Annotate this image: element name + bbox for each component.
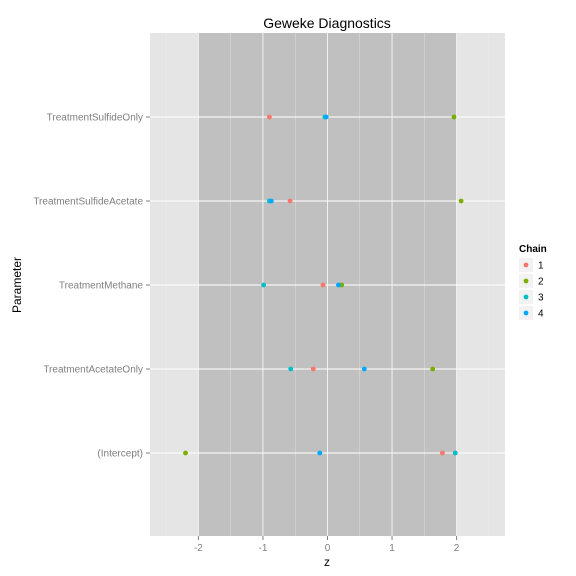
x-tick-label: 2 <box>454 543 460 554</box>
data-point-chain-2 <box>458 198 464 204</box>
legend: Chain 1 2 3 4 <box>519 244 547 320</box>
data-point-chain-1 <box>320 282 326 288</box>
data-point-chain-2 <box>451 114 457 120</box>
y-axis-label: Parameter <box>10 257 24 313</box>
ticks-layer: -2 -1 0 1 2 (Intercept) TreatmentAcetateOnly Tr… <box>33 113 459 555</box>
x-tick-label: 0 <box>325 543 331 554</box>
chart-title: Geweke Diagnostics <box>263 15 391 31</box>
data-point-chain-4 <box>268 198 274 204</box>
legend-key-chain-2 <box>523 278 529 284</box>
legend-label-chain-3: 3 <box>538 293 544 304</box>
x-tick-label: 1 <box>389 543 395 554</box>
legend-key-chain-1 <box>523 262 529 268</box>
legend-key-chain-4 <box>523 310 529 316</box>
legend-key-chain-3 <box>523 294 529 300</box>
y-tick-label: (Intercept) <box>97 449 143 460</box>
data-point-chain-2 <box>183 450 188 456</box>
legend-items: 1 2 3 4 <box>519 258 544 320</box>
data-point-chain-3 <box>452 450 458 456</box>
data-point-chain-4 <box>361 366 367 372</box>
data-point-chain-4 <box>317 450 323 456</box>
x-axis-label: z <box>324 555 330 569</box>
x-tick-label: -2 <box>194 543 203 554</box>
data-point-chain-4 <box>323 114 329 120</box>
y-tick-label: TreatmentSulfideOnly <box>47 113 143 124</box>
points-layer <box>183 114 464 456</box>
data-point-chain-3 <box>288 366 294 372</box>
legend-label-chain-1: 1 <box>538 261 544 272</box>
data-point-chain-1 <box>439 450 445 456</box>
legend-title: Chain <box>519 244 547 255</box>
x-tick-label: -1 <box>259 543 268 554</box>
legend-label-chain-2: 2 <box>538 277 544 288</box>
data-point-chain-1 <box>287 198 293 204</box>
data-point-chain-4 <box>336 282 341 288</box>
data-point-chain-1 <box>267 114 272 120</box>
y-tick-label: TreatmentAcetateOnly <box>43 365 143 376</box>
y-tick-label: TreatmentMethane <box>59 281 144 292</box>
data-point-chain-1 <box>310 366 316 372</box>
data-point-chain-3 <box>261 282 266 288</box>
data-point-chain-2 <box>430 366 436 372</box>
y-tick-label: TreatmentSulfideAcetate <box>33 197 143 208</box>
legend-label-chain-4: 4 <box>538 309 544 320</box>
